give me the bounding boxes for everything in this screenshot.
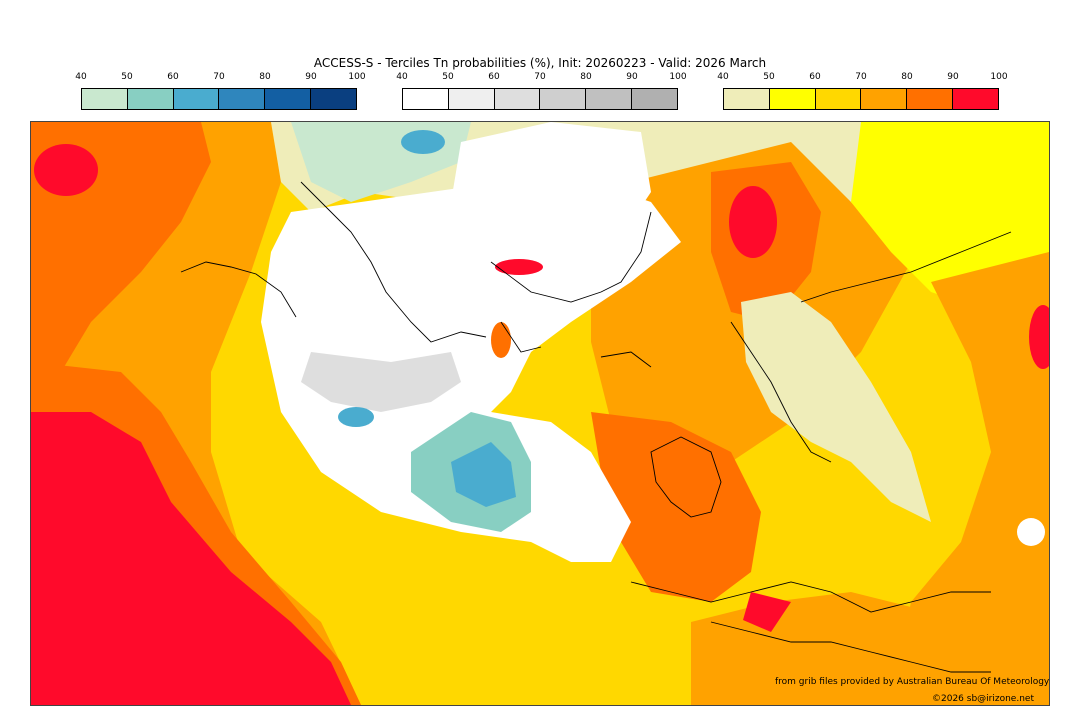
legend-above-normal: 40 50 60 70 80 90 100	[717, 72, 1008, 112]
copyright-credit: ©2026 sb@irizone.net	[932, 694, 1034, 704]
legend-tick: 60	[167, 72, 179, 82]
legend-below-normal: 40 50 60 70 80 90 100	[75, 72, 366, 112]
legend-swatch	[907, 89, 954, 109]
legend-near-normal: 40 50 60 70 80 90 100	[396, 72, 687, 112]
legend-tick: 40	[396, 72, 408, 82]
greenland-white-region	[451, 122, 651, 302]
orange-greenland-patch	[491, 322, 511, 358]
legend-swatch	[173, 89, 220, 109]
legend-tick: 80	[901, 72, 913, 82]
legend-swatch	[311, 89, 356, 109]
legend-ticks: 40 50 60 70 80 90 100	[396, 72, 686, 86]
legend-tick: 90	[626, 72, 638, 82]
hot-east-region	[1029, 305, 1049, 369]
legend-swatch	[219, 89, 266, 109]
legend-tick: 50	[121, 72, 133, 82]
legend-swatch	[953, 89, 998, 109]
legend-swatch	[448, 89, 495, 109]
legend-colorbar	[81, 88, 357, 110]
legend-swatch	[403, 89, 449, 109]
legend-swatch	[815, 89, 862, 109]
legend-tick: 50	[763, 72, 775, 82]
yellow-north-scandinavia-region	[851, 122, 1049, 312]
legend-tick: 90	[305, 72, 317, 82]
pale-scandinavia-region	[741, 292, 931, 522]
legend-swatch	[769, 89, 816, 109]
legend-colorbar	[402, 88, 678, 110]
legend-swatch	[586, 89, 633, 109]
hot-greenland-patch	[495, 259, 543, 275]
near-normal-white-region	[261, 182, 681, 562]
legend-swatch	[82, 89, 128, 109]
hot-mediterranean-region	[743, 592, 791, 632]
legend-swatch	[861, 89, 908, 109]
legend-swatch	[127, 89, 174, 109]
legend-tick: 100	[348, 72, 366, 82]
legend-tick: 80	[259, 72, 271, 82]
legend-tick: 40	[717, 72, 729, 82]
legend-tick: 70	[534, 72, 546, 82]
hot-atlantic-region	[31, 412, 351, 705]
below-normal-blue-patch	[338, 407, 374, 427]
legend-swatch	[632, 89, 677, 109]
orange-east-region	[891, 252, 1049, 705]
legend-tick: 70	[213, 72, 225, 82]
near-normal-balkan-patch	[1017, 518, 1045, 546]
near-normal-grey-region	[301, 352, 461, 412]
hot-pacific-region	[34, 144, 98, 196]
legend-tick: 50	[442, 72, 454, 82]
legend-tick: 60	[488, 72, 500, 82]
legend-tick: 100	[990, 72, 1008, 82]
legend-swatch	[540, 89, 587, 109]
legend-colorbar	[723, 88, 999, 110]
map-title: ACCESS-S - Terciles Tn probabilities (%)…	[313, 56, 767, 70]
legend-ticks: 40 50 60 70 80 90 100	[717, 72, 1007, 86]
probability-map	[30, 121, 1050, 706]
legend-tick: 100	[669, 72, 687, 82]
below-normal-blue-region	[451, 442, 516, 507]
legend-tick: 70	[855, 72, 867, 82]
map-canvas	[31, 122, 1049, 705]
legend-tick: 90	[947, 72, 959, 82]
legend-swatch	[265, 89, 312, 109]
coastline	[180, 181, 1012, 673]
legend-swatch	[494, 89, 541, 109]
orange-dark-europe-region	[591, 412, 761, 602]
legend-tick: 60	[809, 72, 821, 82]
source-credit: from grib files provided by Australian B…	[775, 677, 1050, 687]
legend-tick: 40	[75, 72, 87, 82]
below-normal-blue-arctic-patch	[401, 130, 445, 154]
hot-norway-sea-region	[729, 186, 777, 258]
legend-swatch	[724, 89, 770, 109]
legend-tick: 80	[580, 72, 592, 82]
legend-ticks: 40 50 60 70 80 90 100	[75, 72, 365, 86]
